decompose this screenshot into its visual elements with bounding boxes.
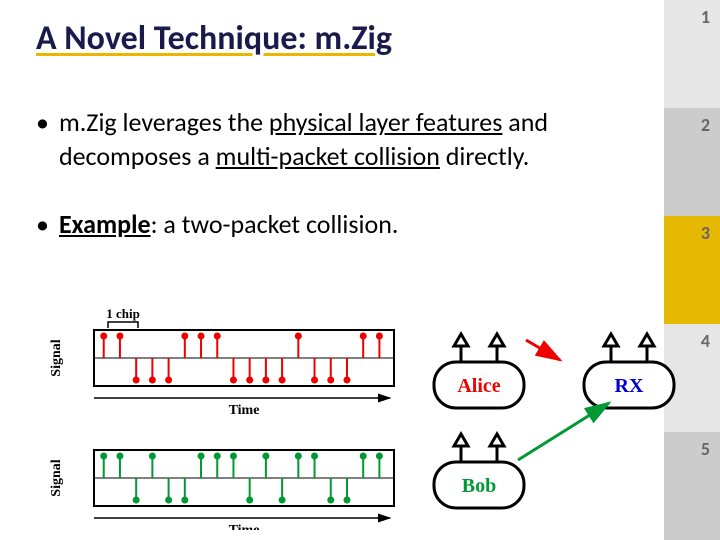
page-tab-2[interactable]: 2 bbox=[664, 108, 720, 216]
page-tab-label: 5 bbox=[701, 438, 710, 460]
page-tab-label: 3 bbox=[701, 222, 710, 244]
bullet-dot: • bbox=[36, 105, 49, 173]
bob-label: Bob bbox=[462, 475, 496, 497]
bullet-body: Example: a two-packet collision. bbox=[59, 207, 398, 241]
arrow-bob-rx bbox=[518, 403, 609, 460]
chip-bracket-label: 1 chip bbox=[106, 306, 140, 321]
collision-diagram: Signal Time Signal Time 1 chip Alice Bob RX bbox=[34, 300, 684, 530]
slide-title: A Novel Technique: m.Zig bbox=[36, 18, 392, 59]
axis-label-signal: Signal bbox=[49, 339, 64, 376]
arrow-alice-rx bbox=[526, 340, 560, 360]
axis-label-time: Time bbox=[229, 523, 260, 530]
page-tab-1[interactable]: 1 bbox=[664, 0, 720, 108]
bullet-dot: • bbox=[36, 207, 49, 241]
page-tab-label: 1 bbox=[701, 6, 710, 28]
bullet-body: m.Zig leverages the physical layer featu… bbox=[59, 105, 606, 173]
page-tab-label: 4 bbox=[701, 330, 710, 352]
alice-label: Alice bbox=[457, 375, 500, 397]
page-tab-label: 2 bbox=[701, 114, 710, 136]
rx-label: RX bbox=[615, 375, 644, 397]
slide-root: A Novel Technique: m.Zig •m.Zig leverage… bbox=[0, 0, 720, 540]
axis-label-signal: Signal bbox=[49, 459, 64, 496]
bullet-list: •m.Zig leverages the physical layer feat… bbox=[36, 105, 606, 275]
bullet-0: •m.Zig leverages the physical layer feat… bbox=[36, 105, 606, 173]
axis-label-time: Time bbox=[229, 403, 260, 418]
bullet-1: • Example: a two-packet collision. bbox=[36, 207, 606, 241]
